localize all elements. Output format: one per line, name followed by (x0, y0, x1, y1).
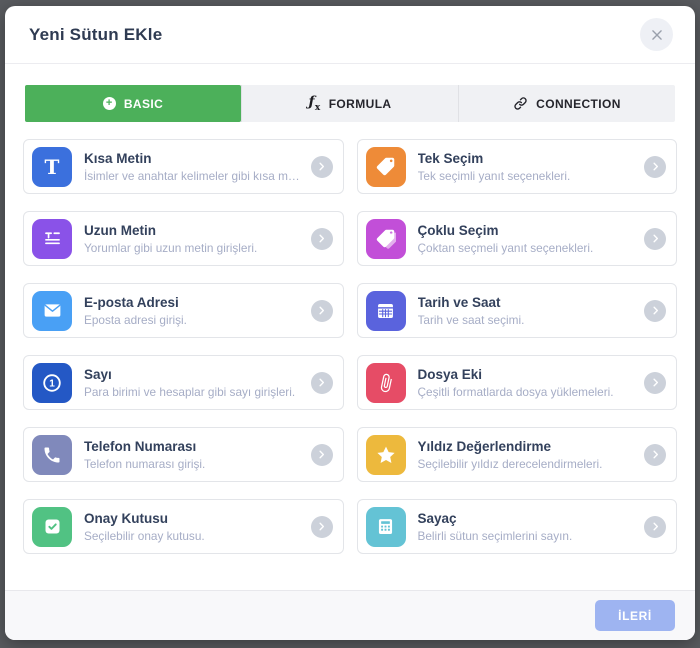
card-yildiz-degerlendirme[interactable]: Yıldız Değerlendirme Seçilebilir yıldız d… (356, 427, 677, 482)
card-description: Seçilebilir yıldız derecelendirmeleri. (417, 456, 603, 471)
card-description: Çeşitli formatlarda dosya yüklemeleri. (417, 384, 614, 399)
formula-fx-icon: ƒx (308, 94, 321, 113)
checkbox-icon (32, 506, 72, 547)
chevron-right-icon[interactable] (310, 443, 333, 466)
calendar-icon (365, 290, 406, 331)
paperclip-icon (365, 362, 406, 403)
card-title: Telefon Numarası (84, 438, 197, 454)
chevron-right-icon[interactable] (310, 371, 333, 394)
next-button[interactable]: İLERİ (595, 600, 675, 631)
tab-label: BASIC (123, 96, 164, 111)
card-description: Yorumlar gibi uzun metin girişleri. (84, 240, 258, 255)
tab-label: FORMULA (328, 96, 392, 111)
tab-connection[interactable]: CONNECTION (458, 85, 675, 122)
tags-icon (365, 218, 406, 259)
card-description: Belirli sütun seçimlerini sayın. (417, 528, 573, 543)
card-title: Sayı (84, 366, 112, 382)
card-description: Eposta adresi girişi. (84, 312, 187, 327)
add-column-modal: Yeni Sütun EKle + BASIC ƒx FORMULA CONNE… (5, 6, 695, 640)
tab-formula[interactable]: ƒx FORMULA (241, 85, 458, 122)
card-description: Seçilebilir onay kutusu. (84, 528, 205, 543)
paragraph-lines-icon (32, 218, 72, 259)
card-sayac[interactable]: Sayaç Belirli sütun seçimlerini sayın. (356, 499, 677, 554)
card-title: Tek Seçim (417, 150, 484, 166)
calculator-icon (365, 506, 406, 547)
card-eposta-adresi[interactable]: E-posta Adresi Eposta adresi girişi. (23, 283, 344, 338)
modal-title: Yeni Sütun EKle (29, 24, 163, 44)
chevron-right-icon[interactable] (644, 155, 666, 178)
chevron-right-icon[interactable] (644, 515, 666, 538)
card-description: Para birimi ve hesaplar gibi sayı girişl… (84, 384, 296, 399)
tab-label: CONNECTION (536, 96, 621, 111)
card-description: Çoktan seçmeli yanıt seçenekleri. (417, 240, 594, 255)
number-one-icon: 1 (32, 362, 72, 403)
modal-header: Yeni Sütun EKle (5, 6, 695, 64)
card-title: Tarih ve Saat (417, 294, 501, 310)
card-title: Dosya Eki (417, 366, 483, 382)
card-title: Çoklu Seçim (417, 222, 499, 238)
card-uzun-metin[interactable]: Uzun Metin Yorumlar gibi uzun metin giriş… (23, 211, 344, 266)
plus-circle-icon: + (102, 97, 116, 110)
envelope-icon (32, 290, 72, 331)
card-telefon-numarasi[interactable]: Telefon Numarası Telefon numarası girişi. (23, 427, 344, 482)
card-dosya-eki[interactable]: Dosya Eki Çeşitli formatlarda dosya yükle… (356, 355, 677, 410)
text-t-icon: T (32, 146, 72, 187)
close-icon (651, 29, 662, 40)
field-type-grid: T Kısa Metin İsimler ve anahtar kelimeler… (5, 139, 695, 554)
chevron-right-icon[interactable] (644, 371, 666, 394)
chevron-right-icon[interactable] (310, 299, 333, 322)
card-title: Kısa Metin (84, 150, 152, 166)
chevron-right-icon[interactable] (644, 227, 666, 250)
chevron-right-icon[interactable] (310, 515, 333, 538)
chevron-right-icon[interactable] (310, 155, 333, 178)
tab-basic[interactable]: + BASIC (25, 85, 241, 122)
star-icon (365, 434, 406, 475)
chevron-right-icon[interactable] (644, 443, 666, 466)
card-tarih-ve-saat[interactable]: Tarih ve Saat Tarih ve saat seçimi. (356, 283, 677, 338)
card-description: Tek seçimli yanıt seçenekleri. (417, 168, 571, 183)
card-coklu-secim[interactable]: Çoklu Seçim Çoktan seçmeli yanıt seçenekl… (356, 211, 677, 266)
card-kisa-metin[interactable]: T Kısa Metin İsimler ve anahtar kelimeler… (23, 139, 344, 194)
card-description: İsimler ve anahtar kelimeler gibi kısa m… (84, 168, 303, 183)
card-title: Sayaç (417, 510, 457, 526)
card-sayi[interactable]: 1 Sayı Para birimi ve hesaplar gibi sayı … (23, 355, 344, 410)
card-description: Tarih ve saat seçimi. (417, 312, 525, 327)
card-title: Uzun Metin (84, 222, 156, 238)
card-tek-secim[interactable]: Tek Seçim Tek seçimli yanıt seçenekleri. (356, 139, 677, 194)
phone-icon (32, 434, 72, 475)
card-title: Yıldız Değerlendirme (417, 438, 552, 454)
modal-footer: İLERİ (5, 590, 695, 640)
tag-icon (365, 146, 406, 187)
card-title: Onay Kutusu (84, 510, 169, 526)
close-button[interactable] (640, 18, 673, 51)
tab-bar: + BASIC ƒx FORMULA CONNECTION (25, 85, 675, 122)
chevron-right-icon[interactable] (644, 299, 666, 322)
card-description: Telefon numarası girişi. (84, 456, 206, 471)
svg-text:1: 1 (49, 378, 55, 389)
chevron-right-icon[interactable] (310, 227, 333, 250)
link-icon (513, 96, 528, 111)
card-title: E-posta Adresi (84, 294, 179, 310)
card-onay-kutusu[interactable]: Onay Kutusu Seçilebilir onay kutusu. (23, 499, 344, 554)
